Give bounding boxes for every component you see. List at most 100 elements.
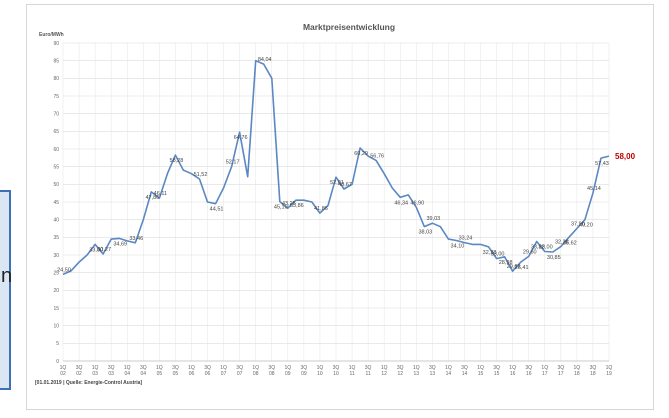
x-tick-label: 1Q (381, 365, 388, 371)
x-tick-label: 1Q (445, 365, 452, 371)
data-label: 33,00 (491, 252, 505, 258)
x-tick-label: 3Q (333, 365, 340, 371)
data-label: 46,11 (154, 191, 167, 197)
y-tick-label: 0 (56, 359, 59, 365)
data-label: 57,43 (595, 161, 609, 167)
x-tick-label: 12 (381, 371, 387, 377)
x-tick-label: 1Q (220, 365, 227, 371)
x-tick-label: 1Q (317, 365, 324, 371)
x-tick-label: 05 (173, 371, 179, 377)
x-tick-label: 07 (221, 371, 227, 377)
y-tick-label: 15 (53, 306, 59, 312)
data-label: 28,00 (539, 244, 553, 250)
x-tick-label: 3Q (557, 365, 564, 371)
data-label: 25,41 (515, 265, 529, 271)
chart-title: Marktpreisentwicklung (303, 22, 395, 32)
series-line (62, 59, 610, 276)
x-tick-label: 06 (205, 371, 211, 377)
x-tick-label: 18 (574, 371, 580, 377)
x-tick-label: 3Q (268, 365, 275, 371)
y-tick-label: 30 (53, 253, 59, 259)
x-tick-label: 09 (285, 371, 291, 377)
x-tick-label: 3Q (493, 365, 500, 371)
data-label: 46,34 (394, 200, 408, 206)
x-tick-label: 3Q (429, 365, 436, 371)
x-tick-label: 1Q (349, 365, 356, 371)
x-tick-label: 11 (349, 371, 354, 377)
data-label: 52,01 (330, 180, 344, 186)
data-label: 84,04 (258, 57, 272, 63)
data-label: 48,67 (338, 182, 352, 188)
x-tick-label: 16 (526, 371, 532, 377)
data-label: 34,10 (451, 244, 465, 250)
x-tick-label: 02 (76, 371, 82, 377)
y-tick-label: 50 (53, 182, 59, 188)
x-tick-label: 14 (446, 371, 452, 377)
x-tick-label: 10 (317, 371, 323, 377)
data-label: 56,76 (370, 153, 384, 159)
data-label: 58,28 (170, 158, 184, 164)
data-label: 28,98 (499, 260, 513, 266)
x-tick-label: 15 (494, 371, 500, 377)
x-tick-label: 1Q (188, 365, 195, 371)
data-label: 51,52 (194, 172, 208, 178)
data-label: 46,90 (410, 200, 424, 206)
x-tick-label: 1Q (124, 365, 131, 371)
data-label: 35,62 (563, 240, 577, 246)
x-tick-label: 1Q (574, 365, 581, 371)
data-label-layer: 24,5033,0030,2734,6933,4647,8646,1158,28… (57, 57, 635, 273)
data-label: 44,51 (210, 207, 224, 213)
x-tick-label: 04 (124, 371, 130, 377)
x-tick-label: 3Q (397, 365, 404, 371)
y-tick-label: 25 (53, 270, 59, 276)
data-label: 38,03 (418, 230, 432, 236)
x-tick-label: 3Q (236, 365, 243, 371)
grid-layer (62, 42, 610, 362)
x-tick-label: 1Q (477, 365, 484, 371)
x-tick-label: 10 (333, 371, 339, 377)
chart-frame: 0 5 10 15 20 25 30 35 40 45 50 55 60 65 70 75 80 85 90 1Q 02… (26, 4, 654, 410)
y-tick-label: 60 (53, 147, 59, 153)
y-axis-unit-label: Euro/MWh (39, 32, 64, 38)
y-tick-label: 40 (53, 217, 59, 223)
y-tick-label: 20 (53, 288, 59, 294)
data-label: 47,86 (145, 195, 159, 201)
x-tick-label: 19 (606, 371, 612, 377)
data-label: 45,14 (587, 186, 601, 192)
x-tick-label: 1Q (284, 365, 291, 371)
data-label: 24,50 (57, 267, 71, 273)
x-tick-label: 1Q (541, 365, 548, 371)
data-label: 34,69 (113, 241, 127, 247)
x-tick-label: 3Q (204, 365, 211, 371)
x-tick-label: 04 (141, 371, 147, 377)
x-tick-label: 03 (108, 371, 114, 377)
data-label: 33,82 (531, 245, 545, 251)
data-label: 32,28 (483, 250, 497, 256)
side-panel (0, 190, 11, 390)
x-tick-label: 07 (237, 371, 243, 377)
x-tick-label: 1Q (92, 365, 99, 371)
x-tick-label: 1Q (509, 365, 516, 371)
data-label: 45,10 (274, 205, 288, 211)
x-tick-label: 11 (366, 371, 371, 377)
side-panel-text: n (1, 265, 13, 287)
y-tick-label: 80 (53, 76, 59, 82)
data-label: 41,86 (314, 206, 328, 212)
x-tick-label: 14 (462, 371, 468, 377)
data-label: 40,20 (579, 223, 593, 229)
y-tick-label: 10 (53, 323, 59, 329)
data-label: 52,17 (226, 160, 240, 166)
data-label: 53,86 (290, 203, 304, 209)
x-tick-label: 08 (253, 371, 259, 377)
data-label: 29,60 (523, 249, 537, 255)
y-tick-label: 75 (53, 94, 59, 100)
x-tick-label: 05 (157, 371, 163, 377)
series-layer (62, 59, 610, 276)
data-label: 43,25 (282, 201, 296, 207)
x-tick-label: 3Q (172, 365, 179, 371)
y-tick-label: 35 (53, 235, 59, 241)
x-tick-label: 15 (478, 371, 484, 377)
data-label: 60,29 (354, 151, 368, 157)
data-label: 30,27 (97, 247, 111, 253)
y-tick-label: 65 (53, 129, 59, 135)
